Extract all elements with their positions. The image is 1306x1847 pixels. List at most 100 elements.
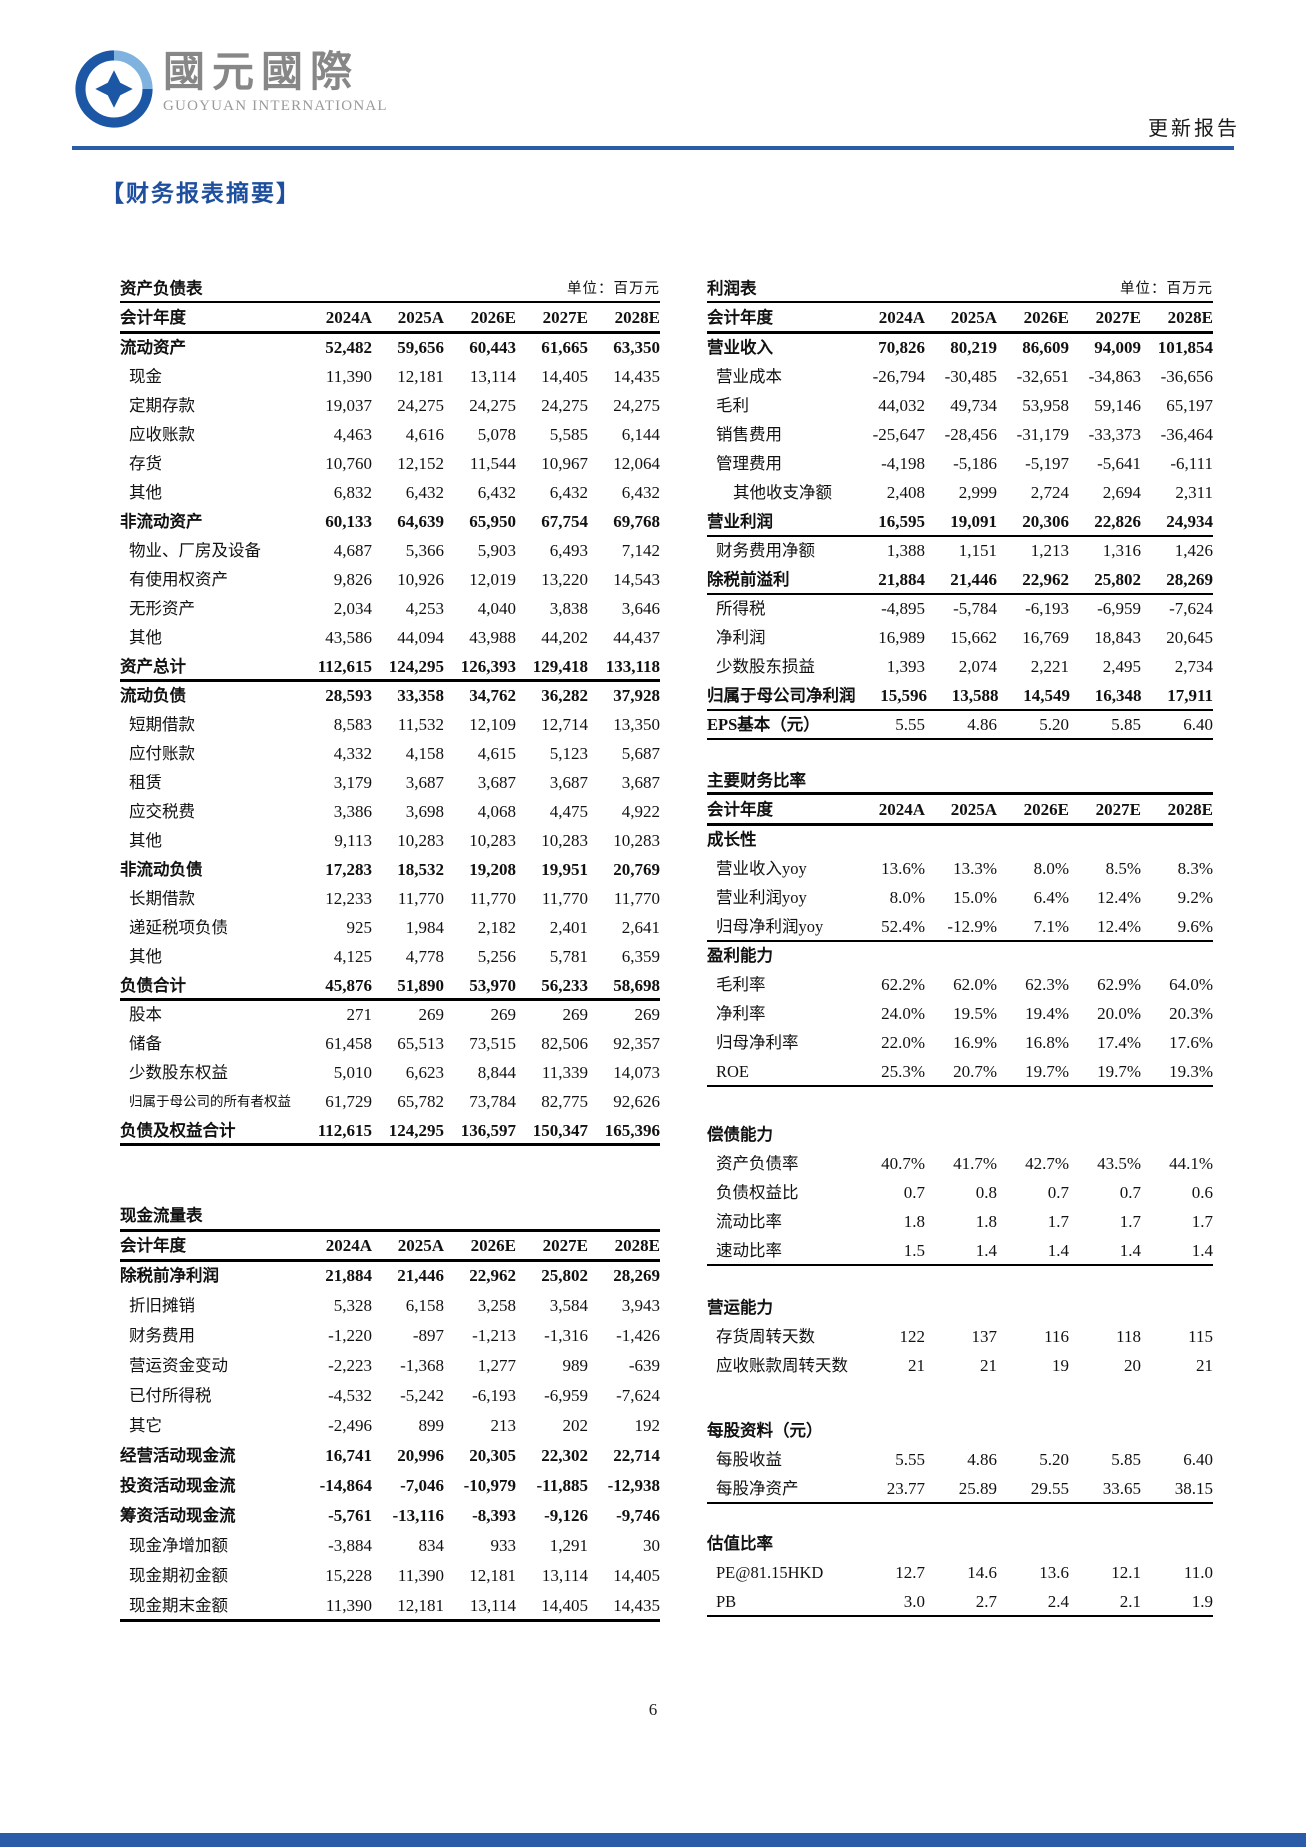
- row-value: 10,283: [397, 831, 444, 850]
- row-value: 12,064: [613, 454, 660, 473]
- row-value: 58,698: [613, 976, 660, 995]
- ratios-table: 主要财务比率 会计年度 2024A 2025A 2026E 2027E 2028E 成长性 营业…: [707, 770, 1213, 1617]
- row-label: 归属于母公司净利润: [707, 686, 856, 705]
- row-value: 80,219: [950, 338, 997, 357]
- row-value: 13,114: [469, 1596, 516, 1615]
- row-value: 10,283: [613, 831, 660, 850]
- cash-flow-title-row: 现金流量表: [120, 1202, 660, 1232]
- row-value: 19,208: [469, 860, 516, 879]
- row-value: -6,959: [544, 1386, 588, 1405]
- row-value: -4,198: [881, 454, 925, 473]
- table-row: 偿债能力: [707, 1121, 1213, 1150]
- row-value: -1,316: [544, 1326, 588, 1345]
- right-column: 利润表 单位：百万元 会计年度 2024A 2025A 2026E 2027E 2028E 营业…: [707, 278, 1213, 1617]
- row-value: 1.4: [975, 1241, 997, 1260]
- row-value: 1.9: [1191, 1592, 1213, 1611]
- row-value: 17,283: [325, 860, 372, 879]
- table-row: 营运能力: [707, 1294, 1213, 1323]
- table-row: 营业利润 16,595 19,091 20,306 22,826 24,934: [707, 508, 1213, 537]
- row-value: 53,970: [469, 976, 516, 995]
- row-value: 1,291: [549, 1536, 588, 1555]
- row-value: 42.7%: [1025, 1154, 1069, 1173]
- table-row: 非流动资产 60,133 64,639 65,950 67,754 69,768: [120, 508, 660, 537]
- row-value: 2,034: [333, 599, 372, 618]
- row-value: -1,368: [400, 1356, 444, 1375]
- row-value: -25,647: [872, 425, 925, 444]
- row-value: 3,687: [405, 773, 444, 792]
- table-row: 营业利润yoy 8.0% 15.0% 6.4% 12.4% 9.2%: [707, 884, 1213, 913]
- logo-text: 國元國際 GUOYUAN INTERNATIONAL: [163, 50, 388, 115]
- row-value: 136,597: [460, 1121, 516, 1140]
- row-value: 9.6%: [1177, 917, 1213, 936]
- row-label: 应收账款周转天数: [716, 1356, 848, 1375]
- table-row: 归属于母公司的所有者权益 61,729 65,782 73,784 82,775 92,6…: [120, 1088, 660, 1117]
- row-label: 营运资金变动: [129, 1356, 228, 1375]
- row-value: -9,126: [544, 1506, 588, 1525]
- balance-sheet-corner-label: 会计年度: [120, 308, 186, 327]
- table-row: PE@81.15HKD 12.7 14.6 13.6 12.1 11.0: [707, 1559, 1213, 1588]
- row-value: 17.4%: [1097, 1033, 1141, 1052]
- row-value: 2,694: [1102, 483, 1141, 502]
- row-value: -13,116: [392, 1506, 444, 1525]
- row-value: 2.4: [1047, 1592, 1069, 1611]
- row-value: 61,729: [325, 1092, 372, 1111]
- row-value: 11,770: [613, 889, 660, 908]
- row-value: 101,854: [1157, 338, 1213, 357]
- row-value: 15,596: [880, 686, 927, 705]
- row-value: 13,350: [613, 715, 660, 734]
- row-value: -3,884: [328, 1536, 372, 1555]
- row-value: 12,152: [397, 454, 444, 473]
- row-value: 16,741: [325, 1446, 372, 1465]
- row-value: 3,646: [621, 599, 660, 618]
- row-value: -31,179: [1016, 425, 1069, 444]
- row-value: 2,221: [1030, 657, 1069, 676]
- row-value: 92,357: [613, 1034, 660, 1053]
- table-row: EPS基本（元） 5.55 4.86 5.20 5.85 6.40: [707, 711, 1213, 740]
- section-gap: [707, 1087, 1213, 1121]
- row-value: 7.1%: [1033, 917, 1069, 936]
- row-value: 14,405: [541, 1596, 588, 1615]
- row-label: 短期借款: [129, 715, 195, 734]
- row-value: 24,275: [397, 396, 444, 415]
- row-value: -2,496: [328, 1416, 372, 1435]
- row-value: 25,802: [541, 1266, 588, 1285]
- row-value: 14.6: [967, 1563, 997, 1582]
- table-row: 流动资产 52,482 59,656 60,443 61,665 63,350: [120, 334, 660, 363]
- table-row: 营业收入yoy 13.6% 13.3% 8.0% 8.5% 8.3%: [707, 855, 1213, 884]
- row-value: 989: [562, 1356, 589, 1375]
- row-value: 115: [1188, 1327, 1213, 1346]
- row-value: 5,078: [477, 425, 516, 444]
- row-label: 估值比率: [707, 1534, 773, 1553]
- year-column-header: 2025A: [950, 800, 997, 819]
- row-value: 6,432: [477, 483, 516, 502]
- report-type-label: 更新报告: [1148, 118, 1240, 140]
- row-label: 偿债能力: [707, 1125, 773, 1144]
- row-value: 1,277: [477, 1356, 516, 1375]
- row-value: 5,256: [477, 947, 516, 966]
- row-value: 6,158: [405, 1296, 444, 1315]
- row-value: -28,456: [944, 425, 997, 444]
- row-value: 53,958: [1022, 396, 1069, 415]
- row-value: -5,186: [953, 454, 997, 473]
- row-label: 现金期初金额: [129, 1566, 228, 1585]
- row-value: 10,760: [325, 454, 372, 473]
- row-value: 0.8: [975, 1183, 997, 1202]
- row-value: 12.7: [895, 1563, 925, 1582]
- row-label: 资产负债率: [716, 1154, 799, 1173]
- row-value: 2,724: [1030, 483, 1069, 502]
- row-value: 6.4%: [1033, 888, 1069, 907]
- row-value: 5,687: [621, 744, 660, 763]
- row-value: 1.7: [1119, 1212, 1141, 1231]
- table-row: 存货 10,760 12,152 11,544 10,967 12,064: [120, 450, 660, 479]
- row-value: 19,037: [325, 396, 372, 415]
- section-gap: [707, 1504, 1213, 1530]
- table-row: 资产负债率 40.7% 41.7% 42.7% 43.5% 44.1%: [707, 1150, 1213, 1179]
- row-value: 10,283: [469, 831, 516, 850]
- row-value: 40.7%: [881, 1154, 925, 1173]
- row-value: 25,802: [1094, 570, 1141, 589]
- row-value: 1.8: [975, 1212, 997, 1231]
- year-column-header: 2026E: [1023, 308, 1069, 327]
- row-value: 4,687: [333, 541, 372, 560]
- row-value: 33.65: [1102, 1479, 1141, 1498]
- year-column-header: 2028E: [614, 308, 660, 327]
